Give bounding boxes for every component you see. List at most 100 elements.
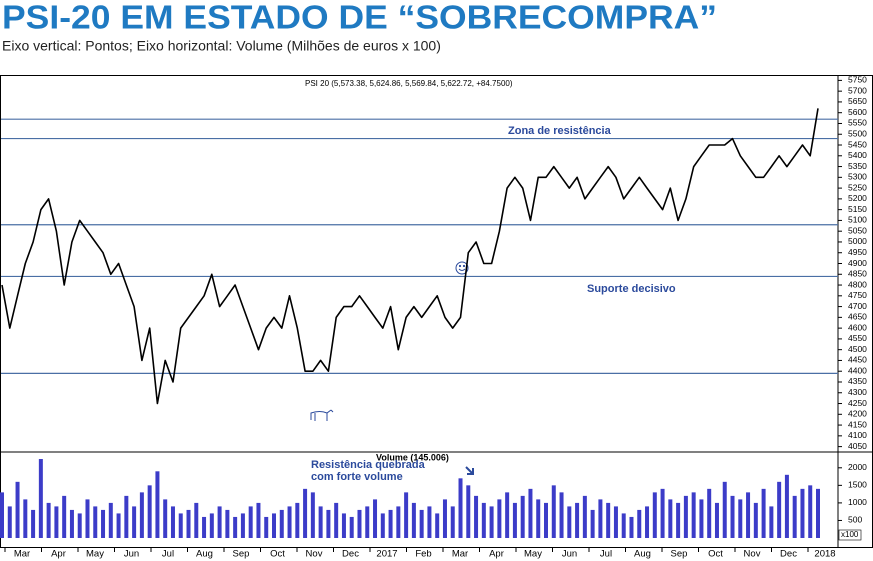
volume-legend: Volume (145.006) xyxy=(376,452,449,462)
volume-bar xyxy=(101,509,106,538)
x-tick-label: Dec xyxy=(780,549,797,560)
y-tick-label: 4650 xyxy=(848,312,867,322)
volume-bar xyxy=(15,481,20,538)
volume-bar xyxy=(54,506,59,538)
annotation: com forte volume xyxy=(311,471,403,483)
volume-bar xyxy=(155,471,160,538)
y-tick-label: 5200 xyxy=(848,193,867,203)
volume-bar xyxy=(466,485,471,538)
volume-bar xyxy=(116,513,121,538)
volume-bar xyxy=(520,495,525,538)
y-tick-label: 5750 xyxy=(848,75,867,85)
volume-bar xyxy=(256,502,261,538)
volume-bar xyxy=(31,509,36,538)
volume-bar xyxy=(404,492,409,538)
volume-bar xyxy=(746,492,751,538)
volume-bar xyxy=(139,492,144,538)
chart-frame xyxy=(0,75,873,548)
volume-bar xyxy=(582,495,587,538)
volume-bar xyxy=(295,502,300,538)
volume-bar xyxy=(613,506,618,538)
volume-bar xyxy=(163,499,168,538)
volume-bar xyxy=(621,513,626,538)
y-tick-label: 4550 xyxy=(848,333,867,343)
volume-bar xyxy=(714,502,719,538)
volume-bar xyxy=(108,502,113,538)
volume-bar xyxy=(233,516,238,538)
volume-bar xyxy=(442,499,447,538)
volume-bar xyxy=(7,506,12,538)
y-tick-label: 5100 xyxy=(848,215,867,225)
y-tick-label: 5600 xyxy=(848,107,867,117)
volume-bar xyxy=(427,506,432,538)
volume-bar xyxy=(411,502,416,538)
volume-bar xyxy=(505,492,510,538)
y-tick-label: 4400 xyxy=(848,365,867,375)
volume-bar xyxy=(738,499,743,538)
y-tick-label: 4200 xyxy=(848,409,867,419)
y-tick-label: 5150 xyxy=(848,204,867,214)
y-tick-label: 5650 xyxy=(848,96,867,106)
volume-bar xyxy=(808,485,813,538)
volume-unit: x100 xyxy=(841,530,859,539)
y2-tick-label: 500 xyxy=(848,515,862,525)
volume-bar xyxy=(683,495,688,538)
y-tick-label: 5500 xyxy=(848,128,867,138)
volume-bar xyxy=(0,492,4,538)
volume-bar xyxy=(248,506,253,538)
volume-bar xyxy=(512,502,517,538)
volume-bar xyxy=(474,495,479,538)
volume-bar xyxy=(676,502,681,538)
annotation: Resistência quebrada xyxy=(311,459,426,471)
y2-tick-label: 1500 xyxy=(848,480,867,490)
y-tick-label: 5400 xyxy=(848,150,867,160)
x-tick-label: Sep xyxy=(671,549,688,560)
volume-bar xyxy=(699,499,704,538)
volume-bar xyxy=(567,506,572,538)
y-tick-label: 5450 xyxy=(848,139,867,149)
volume-bar xyxy=(85,499,90,538)
volume-bar xyxy=(303,488,308,538)
legend-text: PSI 20 (5,573.38, 5,624.86, 5,569.84, 5,… xyxy=(305,79,513,88)
volume-bar xyxy=(528,488,533,538)
volume-bar xyxy=(38,459,43,538)
y-tick-label: 5300 xyxy=(848,172,867,182)
volume-bar xyxy=(202,516,207,538)
y2-tick-label: 1000 xyxy=(848,497,867,507)
volume-bar xyxy=(318,506,323,538)
chart-subtitle: Eixo vertical: Pontos; Eixo horizontal: … xyxy=(2,38,441,54)
y-tick-label: 4700 xyxy=(848,301,867,311)
y-tick-label: 4300 xyxy=(848,387,867,397)
x-tick-label: Apr xyxy=(489,549,504,560)
x-tick-label: Oct xyxy=(270,549,285,560)
y-tick-label: 4050 xyxy=(848,441,867,451)
volume-bar xyxy=(691,492,696,538)
volume-bar xyxy=(645,506,650,538)
x-tick-label: Jul xyxy=(162,549,174,560)
volume-bar xyxy=(194,502,199,538)
volume-bar xyxy=(272,513,276,538)
volume-bar xyxy=(380,513,385,538)
volume-bar xyxy=(769,506,774,538)
x-tick-label: Sep xyxy=(233,549,250,560)
volume-bar xyxy=(668,499,673,538)
y-tick-label: 4600 xyxy=(848,322,867,332)
volume-bar xyxy=(93,506,98,538)
volume-bar xyxy=(334,502,339,538)
volume-bar xyxy=(536,499,541,538)
volume-bar xyxy=(489,506,494,538)
y-tick-label: 4450 xyxy=(848,355,867,365)
volume-bar xyxy=(497,499,502,538)
volume-bar xyxy=(147,485,152,538)
y-tick-label: 5550 xyxy=(848,118,867,128)
y-tick-label: 4800 xyxy=(848,279,867,289)
volume-bar xyxy=(652,492,657,538)
x-tick-label: Apr xyxy=(51,549,66,560)
y-tick-label: 5250 xyxy=(848,182,867,192)
volume-bar xyxy=(46,502,51,538)
y-tick-label: 4950 xyxy=(848,247,867,257)
x-tick-label: 2017 xyxy=(376,549,397,560)
volume-bar xyxy=(396,506,401,538)
x-tick-label: Jun xyxy=(562,549,577,560)
